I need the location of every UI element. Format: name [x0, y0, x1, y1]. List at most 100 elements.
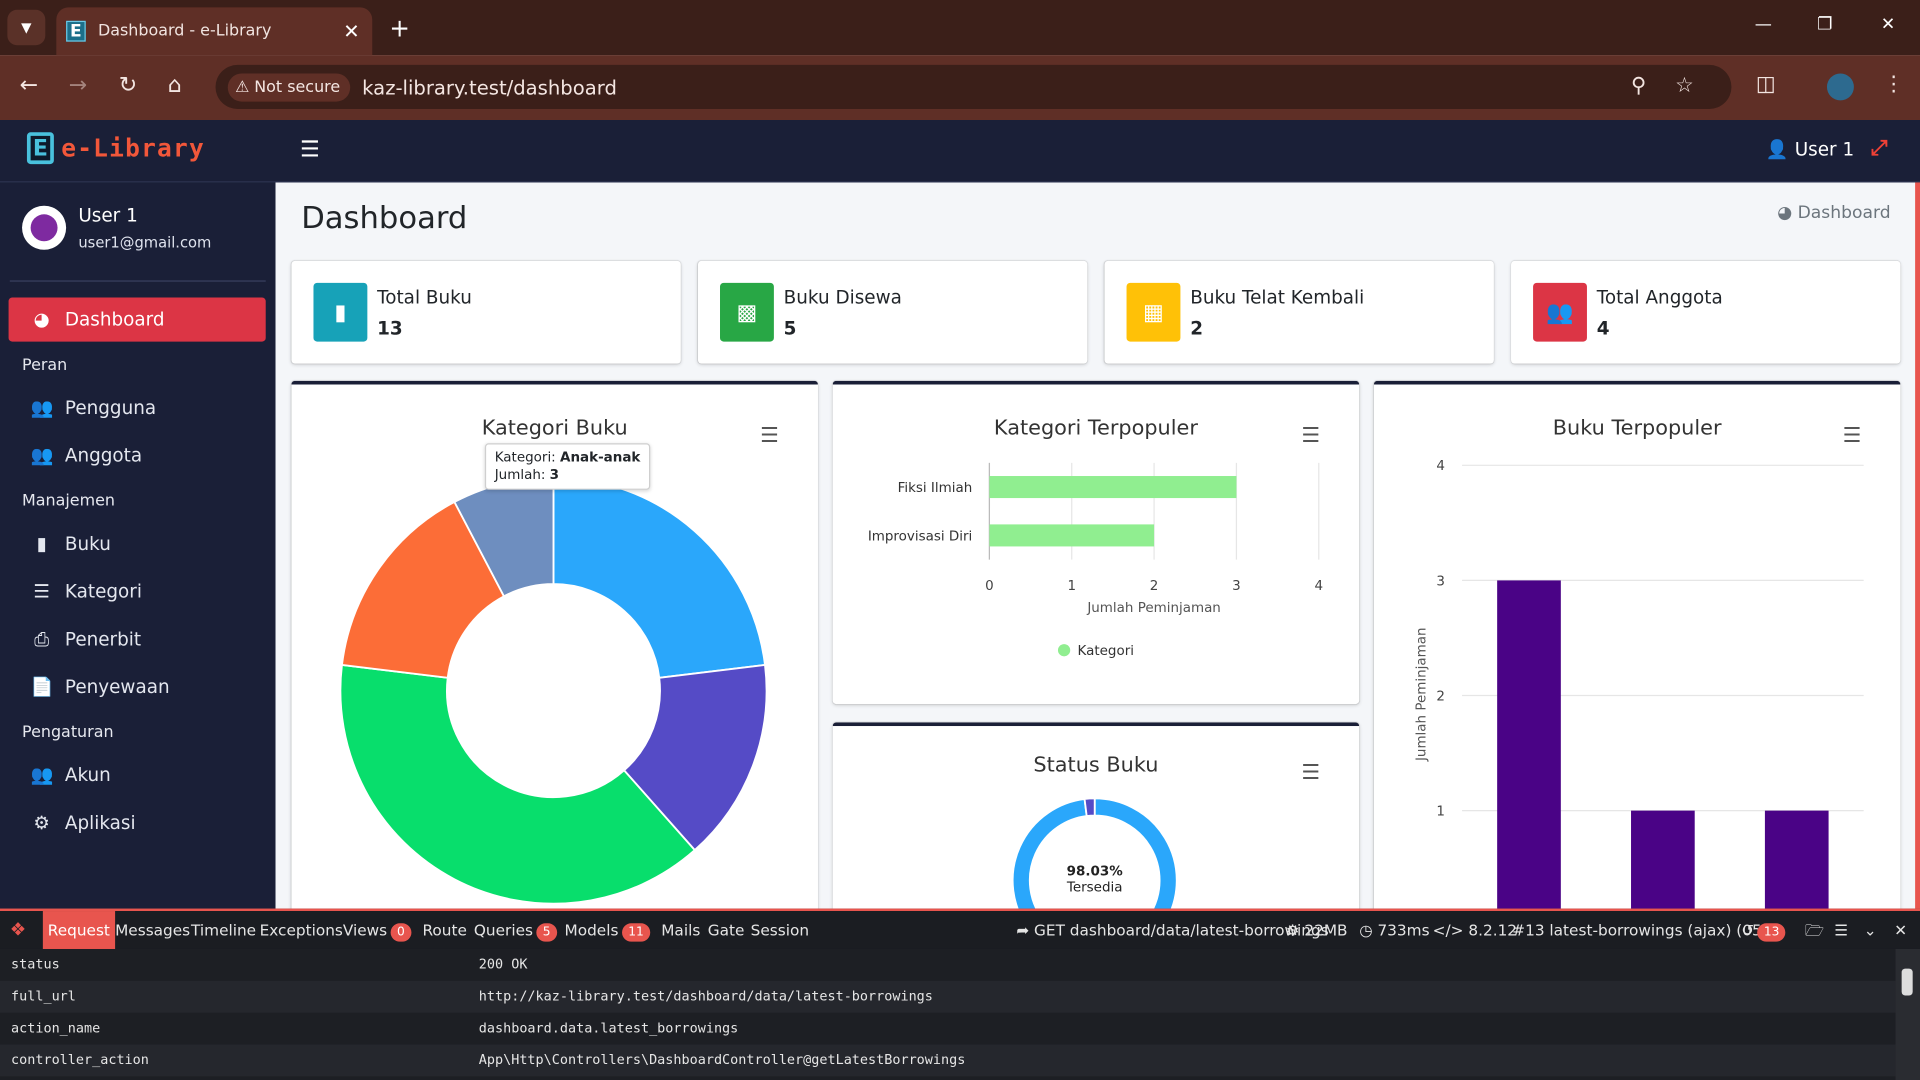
- kategori-buku-slice-1[interactable]: [622, 663, 768, 852]
- gear-icon: ⚙: [33, 811, 50, 834]
- status-buku-slice-1[interactable]: [1083, 797, 1096, 818]
- debugbar: ❖ Request Messages Timeline Exceptions V…: [0, 908, 1920, 1080]
- tooltip-key: Jumlah:: [494, 466, 550, 483]
- bar[interactable]: [1764, 810, 1829, 909]
- extensions-icon[interactable]: ◫: [1755, 72, 1776, 97]
- book-icon: ▮: [36, 532, 47, 555]
- request-selector[interactable]: #13 latest-borrowings (ajax) (05 ⌄: [1512, 911, 1779, 949]
- security-chip[interactable]: ⚠ Not secure: [227, 72, 350, 102]
- sidebar-divider: [9, 280, 266, 282]
- restore-icon[interactable]: ❐: [1817, 14, 1833, 35]
- browser-tab-strip: ▼ E Dashboard - e-Library ✕ + — ❐ ✕: [0, 0, 1920, 56]
- history-button[interactable]: ↺ 13: [1741, 911, 1786, 949]
- sidebar-item-akun[interactable]: 👥 Akun: [9, 753, 266, 797]
- browser-menu-icon[interactable]: ⋮: [1883, 72, 1905, 97]
- card-kategori-buku: Kategori Buku ☰ Kategori: Anak-anak Juml…: [291, 380, 818, 909]
- breadcrumb-item: Dashboard: [1797, 203, 1891, 223]
- back-icon[interactable]: ←: [19, 72, 39, 98]
- db-tab-messages[interactable]: Messages: [115, 920, 191, 940]
- sidebar-item-penerbit[interactable]: ⎙ Penerbit: [9, 617, 266, 661]
- users-cog-icon: 👥: [30, 764, 54, 787]
- scrollbar-thumb[interactable]: [1901, 968, 1913, 996]
- chart-menu-icon[interactable]: ☰: [1842, 423, 1862, 449]
- chart-menu-icon[interactable]: ☰: [760, 423, 779, 449]
- brand-logo[interactable]: E e-Library: [26, 132, 205, 165]
- browser-toolbar: ← → ↻ ⌂ ⚠ Not secure kaz-library.test/das…: [0, 55, 1920, 121]
- chart-menu-icon[interactable]: ☰: [1301, 760, 1321, 785]
- minimize-debugbar-icon[interactable]: ⌄: [1863, 920, 1877, 940]
- tooltip-value: Anak-anak: [560, 449, 641, 466]
- close-debugbar-icon[interactable]: ✕: [1894, 920, 1908, 940]
- forward-icon[interactable]: →: [68, 72, 88, 98]
- card-status-buku: Status Buku ☰ 98.03% Tersedia: [832, 722, 1360, 909]
- favicon-icon: E: [66, 20, 86, 42]
- db-tab-gate[interactable]: Gate: [707, 920, 745, 940]
- x-tick-label: 2: [1150, 579, 1159, 594]
- status-buku-donut: [1011, 797, 1178, 909]
- browser-tab-dashboard[interactable]: E Dashboard - e-Library ✕: [56, 7, 373, 56]
- settings-sliders-icon[interactable]: ☰: [1834, 920, 1849, 940]
- bar[interactable]: [1631, 810, 1695, 909]
- card-buku-terpopuler: Buku Terpopuler ☰ 1 2 3 4 Jumlah Peminjaman: [1373, 380, 1901, 909]
- bookmark-star-icon[interactable]: ☆: [1675, 73, 1694, 98]
- scrollbar-accent[interactable]: [1915, 182, 1920, 909]
- breadcrumb[interactable]: ◕ Dashboard: [1777, 203, 1890, 223]
- debugbar-scrollbar[interactable]: [1895, 948, 1920, 1080]
- fullscreen-icon[interactable]: ⤢: [1871, 135, 1888, 161]
- home-icon[interactable]: ⌂: [167, 72, 182, 98]
- bar[interactable]: [1497, 580, 1561, 909]
- kategori-buku-slice-3[interactable]: [340, 500, 506, 679]
- db-tab-queries[interactable]: Queries 5: [469, 911, 562, 949]
- address-book-icon: ▩: [720, 282, 774, 342]
- db-tab-timeline[interactable]: Timeline: [191, 920, 257, 940]
- window-close-icon[interactable]: ✕: [1880, 14, 1896, 35]
- sidebar-item-anggota[interactable]: 👥 Anggota: [9, 433, 266, 477]
- db-tab-route[interactable]: Route: [422, 920, 467, 940]
- chart-menu-icon[interactable]: ☰: [1301, 423, 1321, 449]
- kategori-buku-donut: [339, 476, 768, 905]
- zoom-icon[interactable]: ⚲: [1631, 73, 1647, 98]
- sidebar-item-penyewaan[interactable]: 📄 Penyewaan: [9, 665, 266, 709]
- minimize-icon[interactable]: —: [1754, 14, 1772, 35]
- calendar-icon: ▦: [1126, 282, 1181, 342]
- address-bar[interactable]: ⚠ Not secure kaz-library.test/dashboard ⚲…: [215, 64, 1732, 109]
- sidebar-item-kategori[interactable]: ☰ Kategori: [9, 569, 266, 613]
- new-tab-button[interactable]: +: [389, 13, 410, 43]
- db-tab-exceptions[interactable]: Exceptions: [259, 920, 343, 940]
- legend-swatch[interactable]: [1057, 644, 1071, 657]
- logo-icon: E: [26, 132, 54, 165]
- kategori-buku-slice-0[interactable]: [552, 476, 767, 679]
- open-folder-icon[interactable]: 🗁: [1804, 920, 1824, 940]
- reload-icon[interactable]: ↻: [118, 72, 138, 98]
- info-box-total-buku: ▮ Total Buku 13: [291, 260, 681, 364]
- db-tab-session[interactable]: Session: [750, 920, 810, 940]
- menu-toggle-icon[interactable]: ☰: [300, 137, 320, 163]
- kategori-terpopuler-chart: 0 1 2 3 4 Fiksi Ilmiah Improvisasi Diri Jumlah …: [868, 462, 1323, 659]
- user-menu[interactable]: 👤 User 1: [1766, 138, 1854, 160]
- sidebar-user-name: User 1: [78, 204, 138, 227]
- sidebar-item-aplikasi[interactable]: ⚙ Aplikasi: [9, 801, 266, 845]
- laravel-logo-icon[interactable]: ❖: [9, 918, 27, 941]
- status-percent: 98.03%: [1066, 863, 1123, 880]
- count-badge: 5: [536, 923, 557, 942]
- db-tab-views[interactable]: Views 0: [338, 911, 416, 949]
- info-box-label: Total Buku: [377, 286, 472, 309]
- sidebar-item-buku[interactable]: ▮ Buku: [9, 522, 266, 566]
- legend-label[interactable]: Kategori: [1078, 644, 1134, 659]
- kategori-buku-slice-2[interactable]: [339, 663, 697, 905]
- bar[interactable]: [989, 476, 1237, 499]
- db-tab-request[interactable]: Request: [42, 911, 115, 949]
- sidebar-user-panel[interactable]: User 1 user1@gmail.com: [22, 204, 211, 251]
- status-buku-slice-0[interactable]: [1011, 797, 1178, 909]
- db-tab-mails[interactable]: Mails: [661, 920, 701, 940]
- sidebar-item-dashboard[interactable]: ◕ Dashboard: [8, 297, 266, 342]
- close-tab-icon[interactable]: ✕: [343, 19, 360, 43]
- tab-search-button[interactable]: ▼: [7, 9, 46, 46]
- y-tick-label: 2: [1436, 689, 1445, 704]
- sidebar-item-pengguna[interactable]: 👥 Pengguna: [9, 386, 266, 430]
- bar[interactable]: [989, 524, 1155, 547]
- url-text[interactable]: kaz-library.test/dashboard: [362, 75, 617, 99]
- db-tab-models[interactable]: Models 11: [560, 911, 655, 949]
- count-badge: 11: [622, 923, 650, 942]
- profile-avatar[interactable]: [1826, 73, 1854, 101]
